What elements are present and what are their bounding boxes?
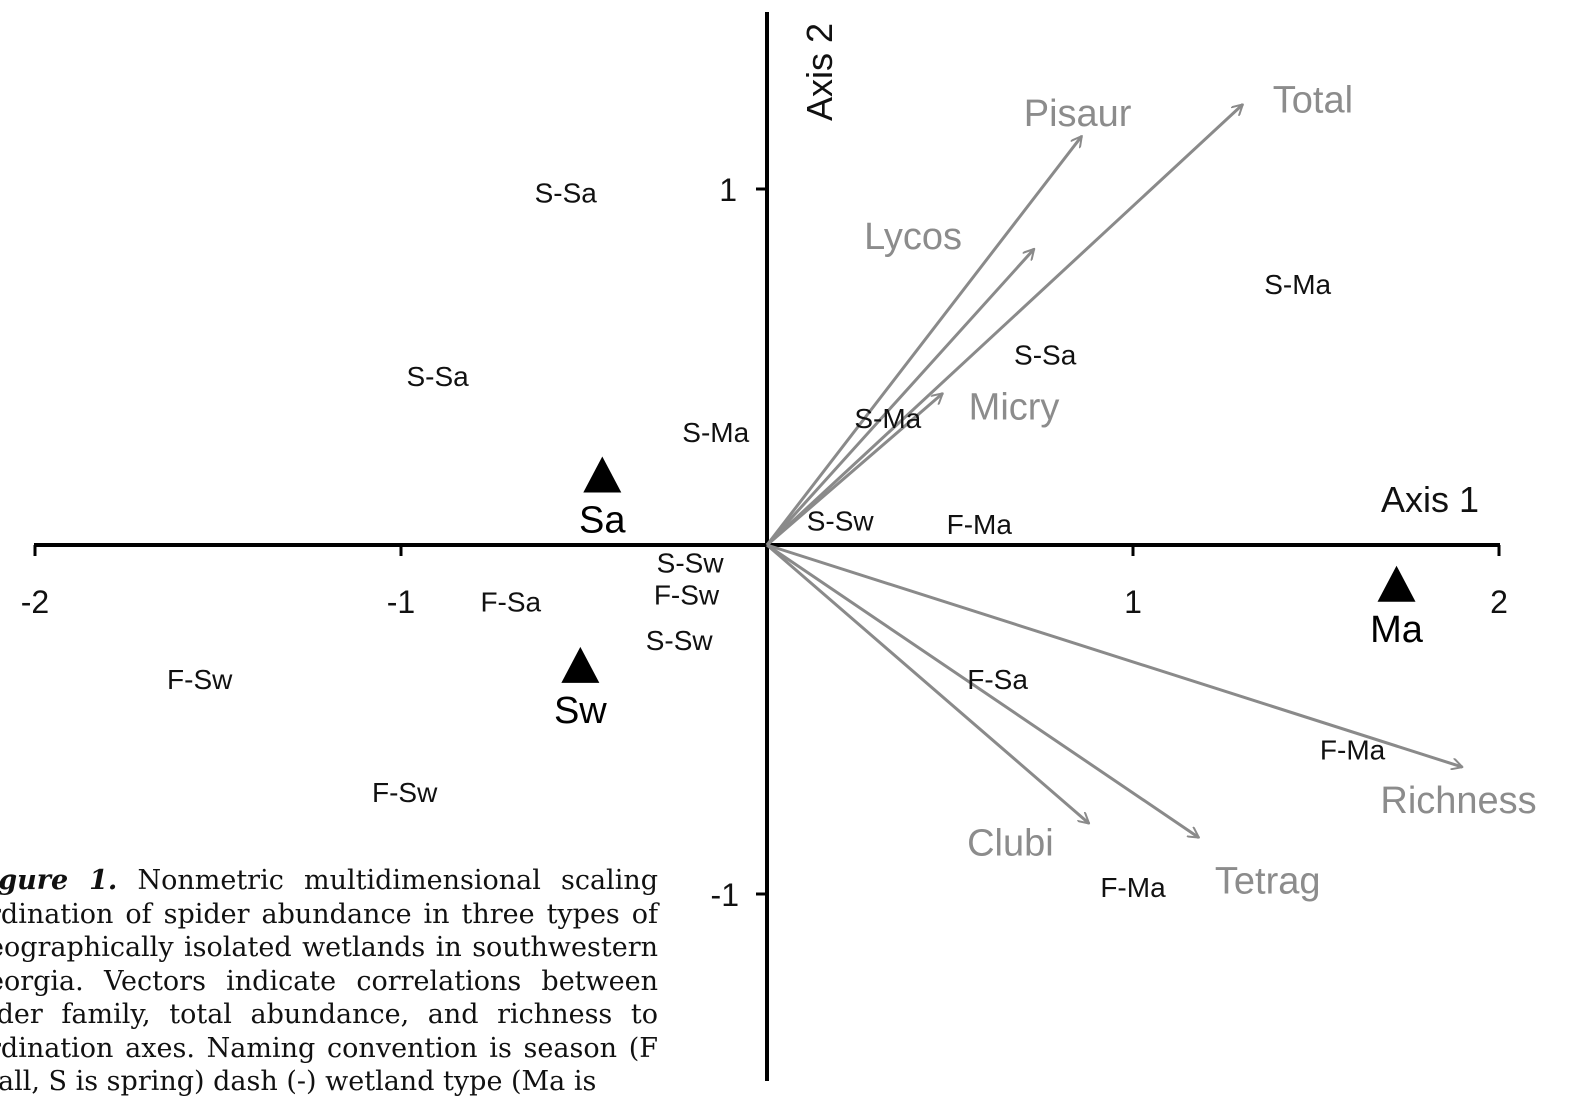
site-label: F-Sa [967, 664, 1028, 695]
site-label: S-Ma [854, 403, 921, 434]
site-label: S-Sw [807, 505, 875, 536]
centroid-marker [1377, 565, 1416, 602]
site-labels: S-SaS-SaS-MaS-SwF-SwF-SaS-SwF-SwF-SwS-Ma… [167, 178, 1386, 903]
site-label: S-Sw [657, 548, 725, 579]
caption-text: Nonmetric multidimensional scaling rdina… [0, 865, 659, 1097]
y-axis-ticks [756, 187, 767, 896]
y-tick-label: -1 [711, 877, 739, 913]
site-label: F-Sw [372, 777, 438, 808]
figure-caption: igure 1. Nonmetric multidimensional scal… [0, 864, 658, 1099]
x-tick-label: -2 [21, 584, 49, 620]
x-tick-label: -1 [387, 584, 415, 620]
x-axis-ticks [33, 545, 1501, 556]
vector-label: Pisaur [1024, 93, 1132, 135]
x-tick-label: 1 [1124, 584, 1142, 620]
centroid-marker [583, 456, 622, 493]
vector-arrow [766, 543, 1089, 823]
vector-label: Richness [1380, 780, 1536, 822]
x-axis-title: Axis 1 [1381, 479, 1479, 520]
site-label: F-Ma [1100, 872, 1166, 903]
centroid-marker [561, 646, 600, 683]
vector-label: Tetrag [1215, 861, 1321, 903]
site-label: F-Ma [1320, 734, 1386, 765]
vector-label: Lycos [864, 216, 962, 258]
vectors: Pisaur Total Lycos Micry Richness Clubi Tetrag [765, 79, 1537, 903]
vector-arrow [766, 543, 1199, 839]
site-label: F-Sa [480, 586, 541, 617]
centroid-label: Sw [554, 690, 607, 732]
vector-label: Total [1273, 79, 1353, 121]
centroids: Sa Sw Ma [554, 456, 1424, 732]
vector-arrow [765, 249, 1034, 547]
site-label: S-Sa [535, 178, 598, 209]
vector-label: Micry [969, 386, 1060, 428]
site-label: S-Ma [682, 417, 749, 448]
site-label: S-Sw [646, 625, 714, 656]
x-tick-label: 2 [1490, 584, 1508, 620]
site-label: S-Sa [406, 361, 469, 392]
vector-arrow [766, 393, 943, 547]
site-label: F-Sw [654, 579, 720, 610]
y-tick-label: 1 [719, 172, 737, 208]
site-label: S-Ma [1264, 269, 1331, 300]
y-axis-title: Axis 2 [799, 23, 840, 121]
centroid-label: Sa [579, 500, 626, 542]
vector-arrow [765, 136, 1082, 546]
vector-label: Clubi [967, 822, 1054, 864]
site-label: F-Ma [947, 509, 1013, 540]
vector-arrow [765, 104, 1243, 547]
caption-lead: igure 1. [0, 865, 118, 896]
centroid-label: Ma [1370, 609, 1424, 651]
site-label: S-Sa [1014, 340, 1077, 371]
vector-arrow [766, 543, 1462, 767]
site-label: F-Sw [167, 664, 233, 695]
